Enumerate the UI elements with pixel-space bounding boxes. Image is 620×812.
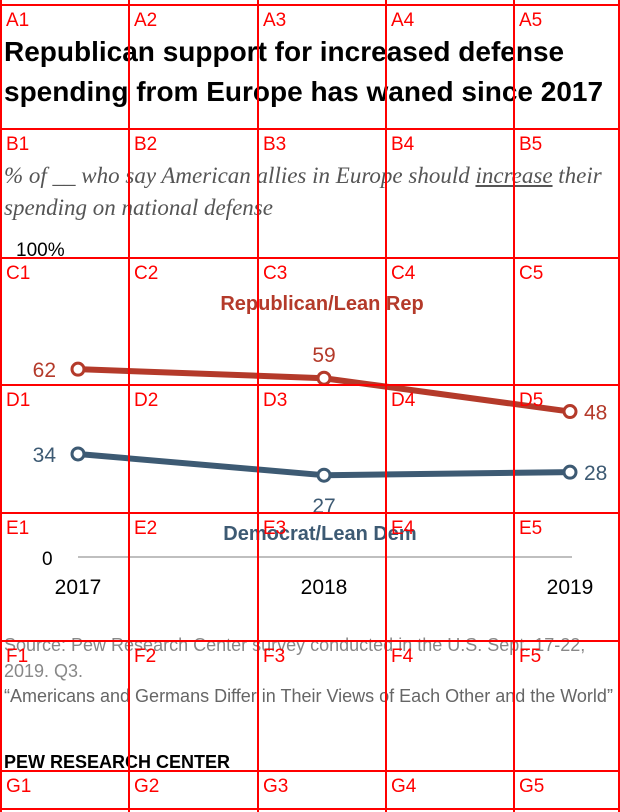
grid-cell-label: G3: [263, 776, 288, 797]
data-label: 59: [312, 344, 335, 367]
grid-cell-label: B5: [519, 134, 542, 155]
grid-cell-label: A1: [6, 10, 29, 31]
x-tick-label: 2018: [301, 576, 348, 599]
report-title: “Americans and Germans Differ in Their V…: [4, 686, 613, 706]
series-republican: 62 59 48 Republican/Lean Rep: [33, 293, 608, 425]
source-note: Source: Pew Research Center survey condu…: [4, 635, 586, 681]
grid-cell-label: B1: [6, 134, 29, 155]
subtitle-emphasis: increase: [475, 163, 553, 188]
grid-cell-label: B4: [391, 134, 415, 155]
series-democrat: 34 27 28 Democrat/Lean Dem: [33, 444, 608, 545]
grid-cell-label: B3: [263, 134, 286, 155]
data-point: [70, 446, 86, 462]
grid-cell-label: G5: [519, 776, 544, 797]
y-axis-zero-label: 0: [42, 549, 53, 570]
series-name-label: Republican/Lean Rep: [220, 293, 423, 315]
data-point: [562, 404, 578, 420]
data-label: 62: [33, 359, 56, 382]
data-label: 48: [584, 402, 607, 425]
data-label: 27: [312, 495, 335, 518]
x-tick-label: 2019: [547, 576, 594, 599]
brand-logo-text: PEW RESEARCH CENTER: [4, 752, 231, 772]
x-axis-ticks: 2017 2018 2019: [55, 576, 594, 599]
data-point: [316, 370, 332, 386]
grid-cell-label: G1: [6, 776, 31, 797]
grid-cell-label: G4: [391, 776, 417, 797]
chart-subtitle: % of __ who say American allies in Europ…: [4, 160, 604, 224]
grid-cell-label: A4: [391, 10, 415, 31]
line-chart: 100% 0 62 59 48 Republican/Lean Rep 34 27 28 De…: [16, 240, 608, 599]
y-axis-top-label: 100%: [16, 240, 65, 261]
grid-cell-label: A5: [519, 10, 542, 31]
data-label: 34: [33, 444, 57, 467]
chart-title: Republican support for increased defense…: [4, 36, 604, 107]
grid-cell-label: B2: [134, 134, 157, 155]
data-point: [562, 464, 578, 480]
series-layer: 62 59 48 Republican/Lean Rep 34 27 28 Democrat/…: [33, 293, 608, 545]
data-point: [316, 467, 332, 483]
x-tick-label: 2017: [55, 576, 102, 599]
grid-cell-label: A3: [263, 10, 286, 31]
subtitle-part1: % of __ who say American allies in Europ…: [4, 163, 476, 188]
data-point: [70, 361, 86, 377]
series-name-label: Democrat/Lean Dem: [223, 523, 416, 545]
grid-cell-label: A2: [134, 10, 157, 31]
grid-cell-label: G2: [134, 776, 159, 797]
subtitle-part2: their spending on national defense: [4, 163, 602, 220]
data-label: 28: [584, 462, 607, 485]
